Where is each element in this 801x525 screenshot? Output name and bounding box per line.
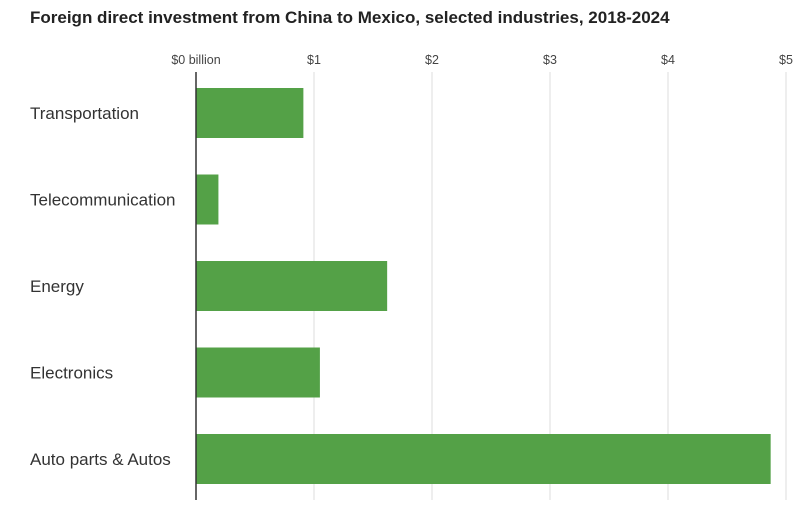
category-label: Energy [30, 277, 84, 296]
bar [196, 434, 771, 484]
x-tick-label: $4 [661, 53, 675, 67]
x-tick-label: $5 [779, 53, 793, 67]
x-tick-label: $0 billion [171, 53, 220, 67]
x-axis-ticks: $0 billion $1 $2 $3 $4 $5 [171, 53, 793, 67]
chart-title: Foreign direct investment from China to … [30, 8, 670, 27]
bar [196, 347, 320, 398]
bars [196, 88, 771, 484]
bar [196, 261, 388, 311]
bar [196, 88, 304, 138]
category-label: Telecommunication [30, 191, 176, 210]
bar [196, 174, 219, 225]
x-tick-label: $2 [425, 53, 439, 67]
x-tick-label: $3 [543, 53, 557, 67]
x-tick-label: $1 [307, 53, 321, 67]
category-label: Auto parts & Autos [30, 450, 171, 469]
category-label: Electronics [30, 364, 113, 383]
category-labels: Transportation Telecommunication Energy Ele… [30, 104, 176, 469]
category-label: Transportation [30, 104, 139, 123]
